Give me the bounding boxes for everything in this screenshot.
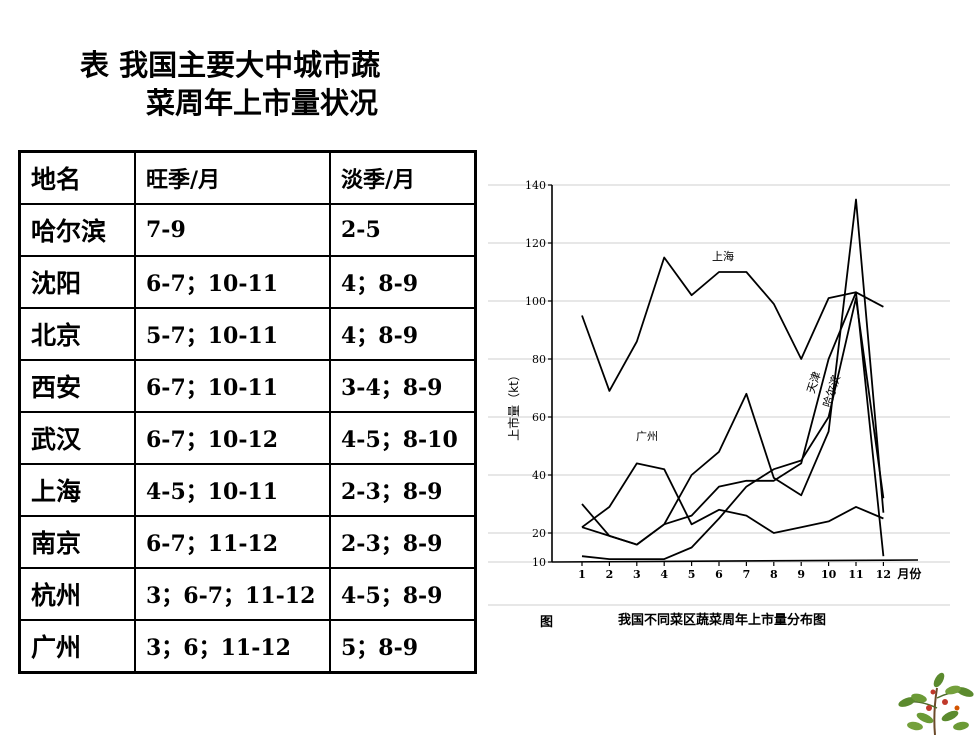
cell-place: 北京 (18, 307, 136, 361)
x-tick-label: 10 (821, 568, 837, 581)
cell-place: 上海 (18, 463, 136, 517)
table-row: 沈阳 6-7；10-11 4；8-9 (18, 255, 477, 309)
x-axis-label: 月份 (896, 566, 922, 581)
x-tick-label: 9 (797, 568, 805, 581)
table-title: 表 我国主要大中城市蔬 菜周年上市量状况 (80, 46, 380, 122)
table-row: 杭州 3；6-7；11-12 4-5；8-9 (18, 567, 477, 621)
chart-caption-prefix: 图 (540, 615, 553, 630)
y-tick-label: 40 (532, 469, 546, 482)
cell-off: 5；8-9 (329, 619, 477, 674)
cell-peak: 7-9 (134, 203, 331, 257)
cell-off: 3-4；8-9 (329, 359, 477, 413)
table-title-line1: 表 我国主要大中城市蔬 (80, 48, 381, 82)
line-label-shanghai: 上海 (712, 249, 734, 263)
cell-place: 南京 (18, 515, 136, 569)
series-line (581, 256, 884, 392)
series-line (581, 291, 885, 557)
y-tick-label: 10 (532, 556, 546, 569)
cell-off: 4-5；8-9 (329, 567, 477, 621)
y-tick-label: 80 (532, 353, 546, 366)
cell-place: 武汉 (18, 411, 136, 465)
cell-place: 广州 (18, 619, 136, 674)
y-tick-label: 120 (525, 237, 546, 250)
table-row: 南京 6-7；11-12 2-3；8-9 (18, 515, 477, 569)
vegetable-season-table: 地名 旺季/月 淡季/月 哈尔滨 7-9 2-5 沈阳 6-7；10-11 4；… (18, 150, 477, 674)
cell-peak: 3；6-7；11-12 (134, 567, 331, 621)
x-axis (551, 559, 919, 563)
cell-place: 西安 (18, 359, 136, 413)
cell-off: 2-3；8-9 (329, 463, 477, 517)
x-tick-label: 5 (688, 568, 696, 581)
y-tick-label: 20 (532, 527, 546, 540)
table-header-row: 地名 旺季/月 淡季/月 (18, 150, 477, 205)
series-line (581, 462, 884, 534)
header-off: 淡季/月 (329, 150, 477, 205)
x-tick-label: 2 (606, 568, 614, 581)
cell-place: 哈尔滨 (18, 203, 136, 257)
cell-off: 4；8-9 (329, 307, 477, 361)
x-tick-label: 4 (660, 568, 668, 581)
x-tick-label: 7 (743, 568, 751, 581)
table-row: 上海 4-5；10-11 2-3；8-9 (18, 463, 477, 517)
x-tick-label: 1 (578, 568, 586, 581)
chart-title: 我国不同菜区蔬菜周年上市量分布图 (618, 612, 826, 628)
plant-decoration-icon (898, 672, 974, 735)
table-title-line2: 菜周年上市量状况 (146, 86, 379, 120)
line-label-guangzhou: 广州 (636, 430, 658, 443)
y-tick-label: 60 (532, 411, 546, 424)
market-volume-chart: 上市量（kt） 图 我国不同菜区蔬菜周年上市量分布图 10 20 40 60 80 100… (488, 180, 950, 630)
header-place: 地名 (18, 150, 136, 205)
cell-off: 4；8-9 (329, 255, 477, 309)
x-tick-label: 11 (848, 568, 863, 581)
cell-place: 杭州 (18, 567, 136, 621)
x-tick-label: 8 (770, 568, 778, 581)
cell-place: 沈阳 (18, 255, 136, 309)
cell-peak: 6-7；10-11 (134, 359, 331, 413)
y-tick-label: 100 (525, 295, 546, 308)
table-row: 武汉 6-7；10-12 4-5；8-10 (18, 411, 477, 465)
cell-off: 2-5 (329, 203, 477, 257)
header-peak: 旺季/月 (134, 150, 331, 205)
series-line (581, 297, 885, 561)
cell-peak: 6-7；11-12 (134, 515, 331, 569)
cell-peak: 6-7；10-12 (134, 411, 331, 465)
table-row: 西安 6-7；10-11 3-4；8-9 (18, 359, 477, 413)
line-label-tianjin: 天津 (804, 370, 823, 395)
cell-peak: 5-7；10-11 (134, 307, 331, 361)
x-tick-label: 3 (633, 568, 641, 581)
y-axis-label: 上市量（kt） (506, 369, 521, 441)
cell-off: 2-3；8-9 (329, 515, 477, 569)
cell-peak: 3；6；11-12 (134, 619, 331, 674)
cell-peak: 6-7；10-11 (134, 255, 331, 309)
cell-off: 4-5；8-10 (329, 411, 477, 465)
x-tick-label: 12 (876, 568, 891, 581)
y-tick-label: 140 (525, 180, 546, 192)
x-tick-label: 6 (715, 568, 723, 581)
table-row: 哈尔滨 7-9 2-5 (18, 203, 477, 257)
table-row: 北京 5-7；10-11 4；8-9 (18, 307, 477, 361)
table-row: 广州 3；6；11-12 5；8-9 (18, 619, 477, 674)
cell-peak: 4-5；10-11 (134, 463, 331, 517)
